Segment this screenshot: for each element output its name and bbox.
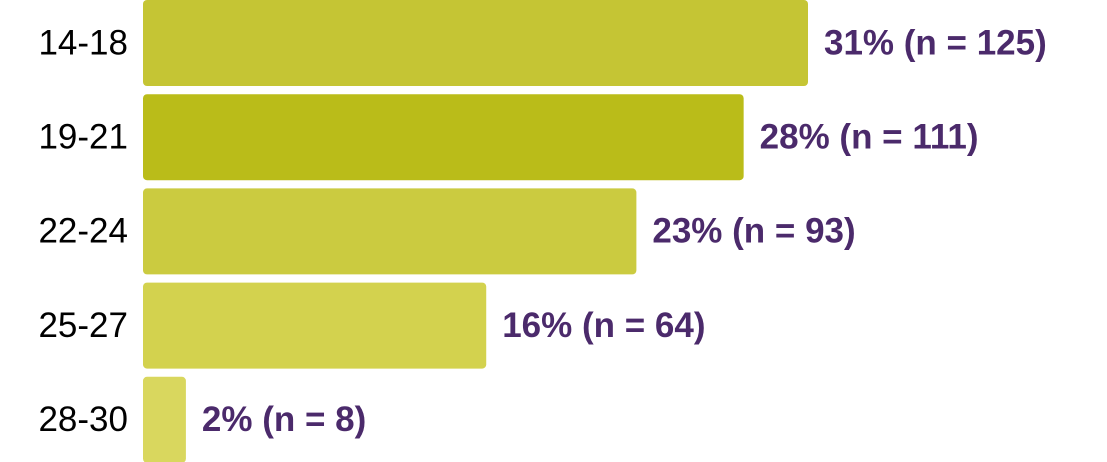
- category-label: 22-24: [38, 212, 128, 251]
- category-label: 14-18: [38, 23, 128, 62]
- value-label: 16% (n = 64): [502, 306, 705, 345]
- value-label: 31% (n = 125): [824, 23, 1047, 62]
- value-label: 28% (n = 111): [760, 117, 979, 156]
- bar: [143, 94, 744, 181]
- bar: [143, 188, 637, 275]
- value-label: 2% (n = 8): [202, 400, 366, 439]
- category-label: 28-30: [38, 400, 128, 439]
- bar: [143, 282, 487, 369]
- category-label: 19-21: [38, 117, 128, 156]
- bar: [143, 376, 186, 462]
- bar: [143, 0, 808, 86]
- value-label: 23% (n = 93): [652, 212, 855, 251]
- category-label: 25-27: [38, 306, 128, 345]
